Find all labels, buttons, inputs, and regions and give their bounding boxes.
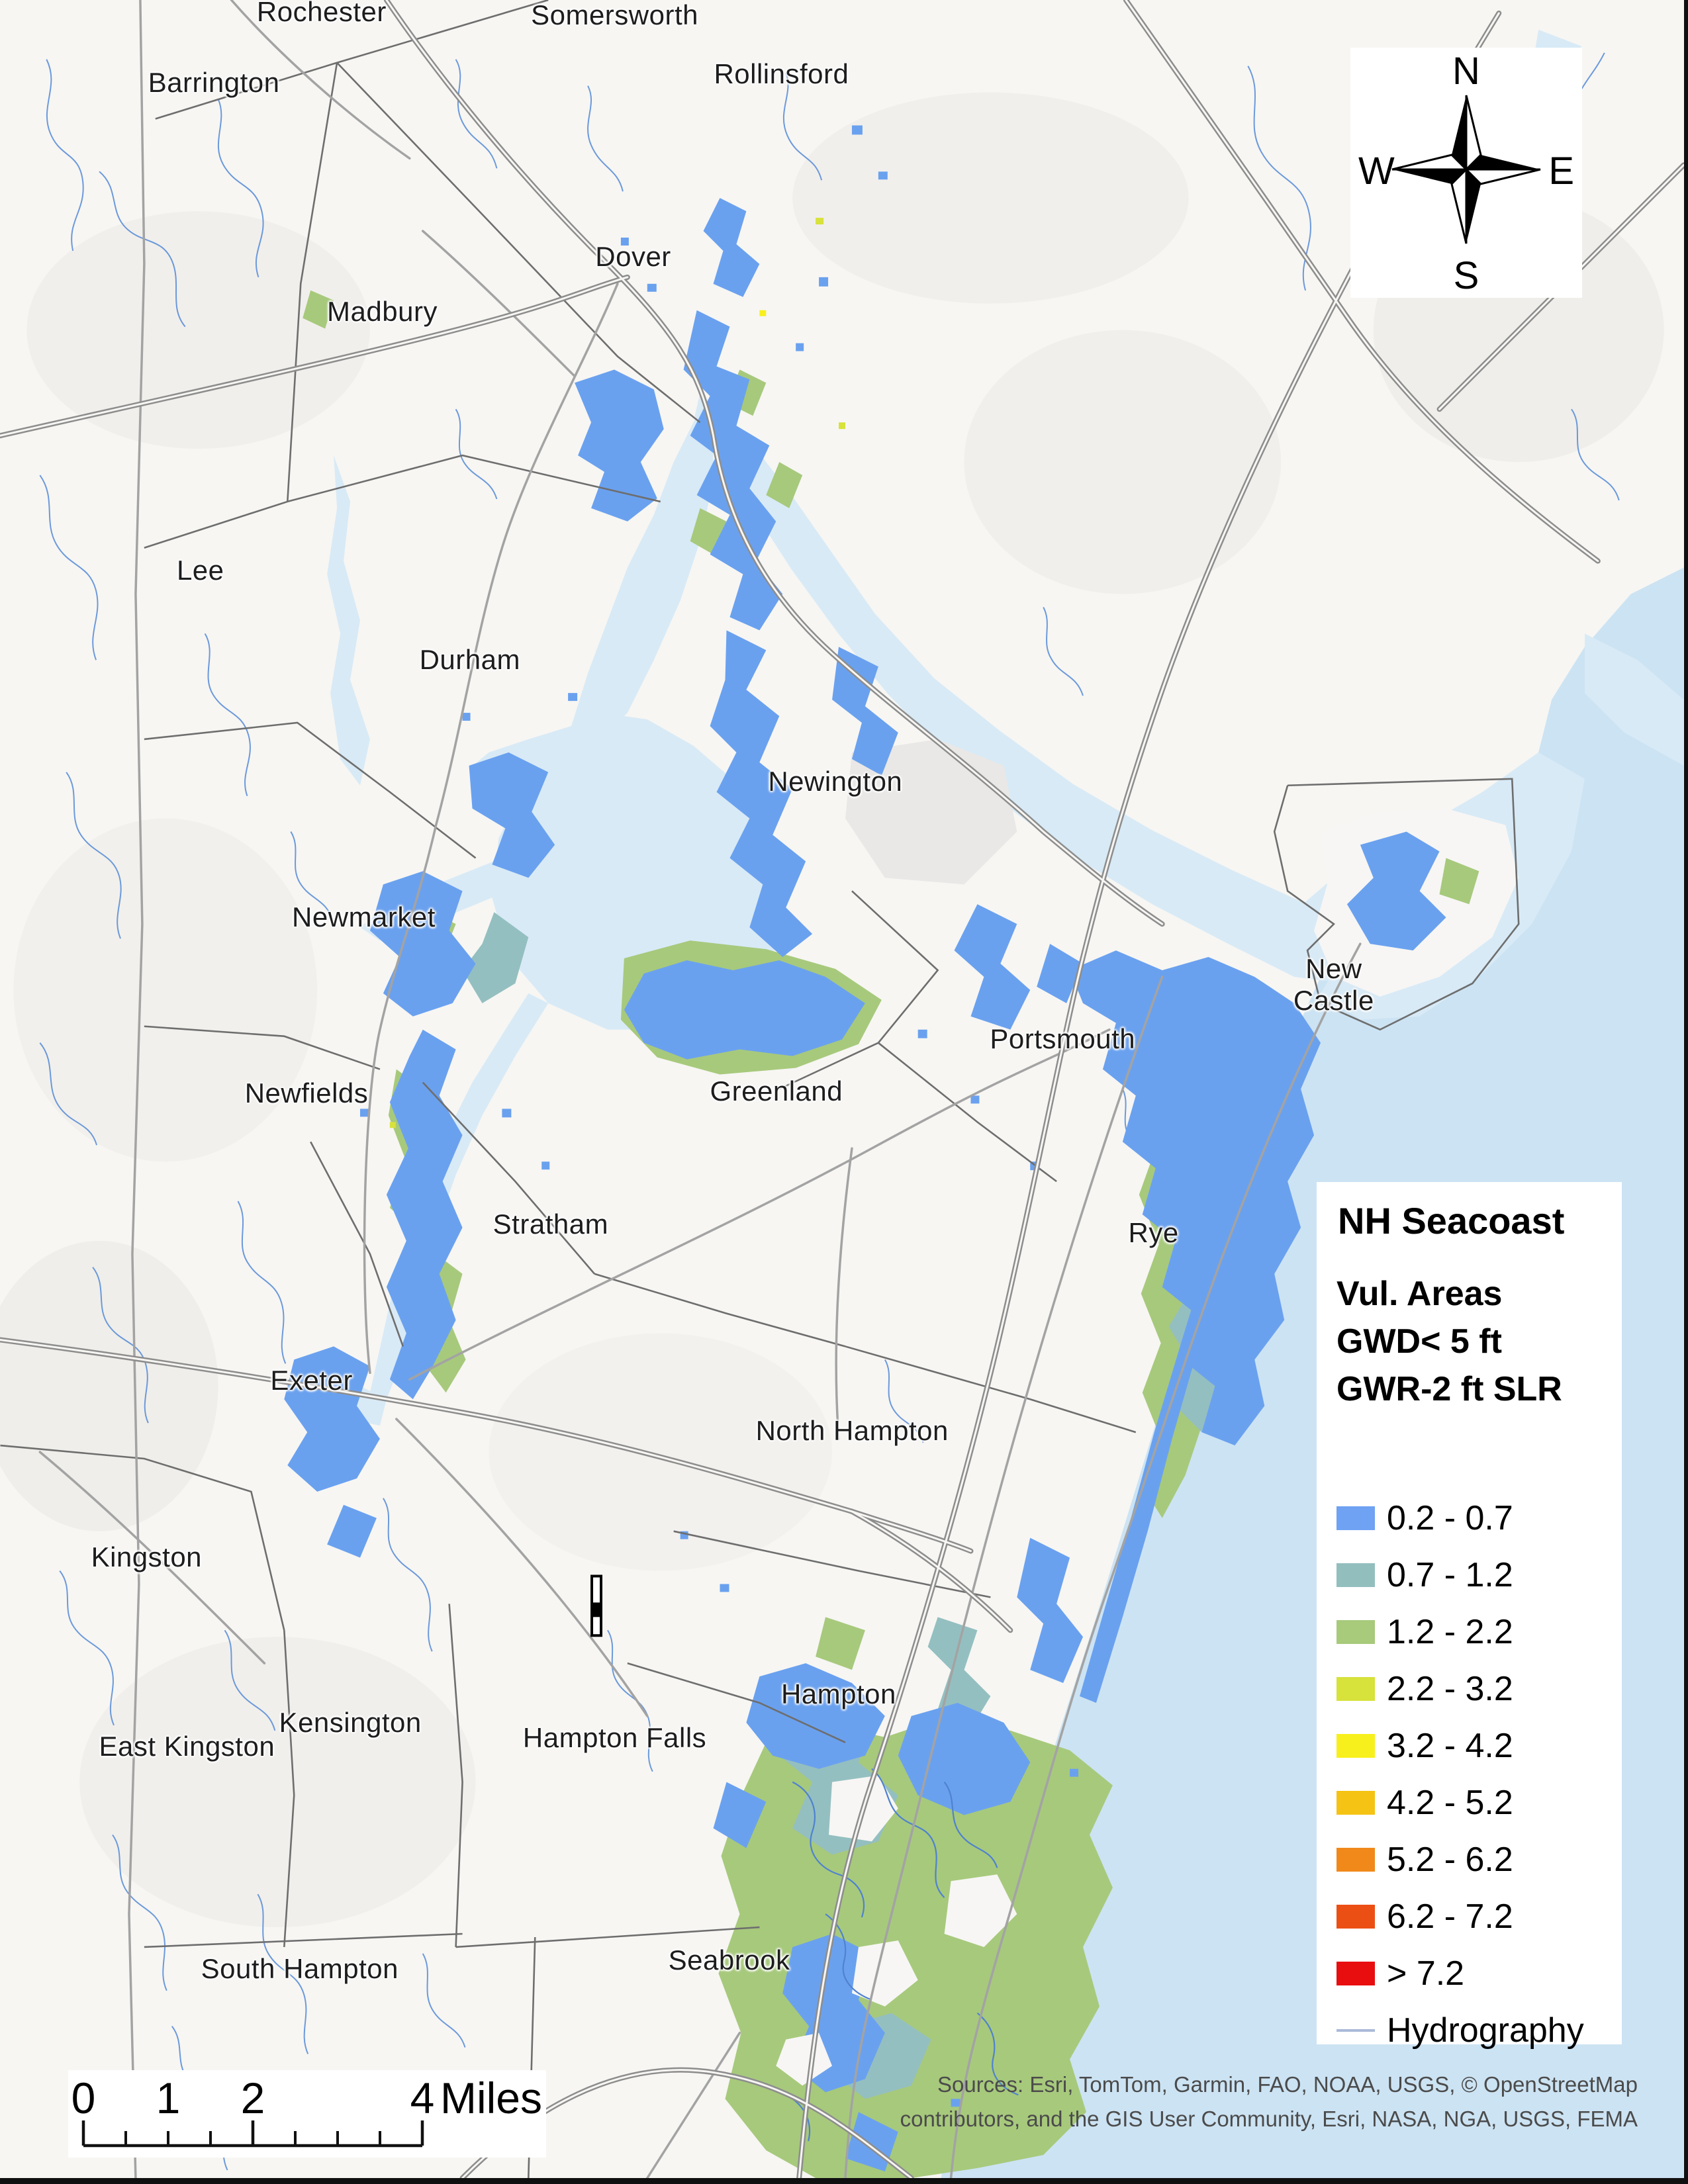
compass-star-icon xyxy=(1391,95,1541,244)
compass-east-label: E xyxy=(1548,149,1574,193)
scale-bar-ruler xyxy=(81,2120,424,2148)
legend-item: 0.7 - 1.2 xyxy=(1336,1547,1622,1604)
map-artifact xyxy=(590,1574,602,1637)
scale-bar: 0 1 2 4 Miles xyxy=(68,2070,546,2158)
scale-label-0: 0 xyxy=(71,2073,96,2122)
new-castle-island xyxy=(1314,808,1519,997)
scale-label-1: 1 xyxy=(156,2073,181,2122)
legend-item-label: 5.2 - 6.2 xyxy=(1387,1841,1513,1879)
attribution: Sources: Esri, TomTom, Garmin, FAO, NOAA… xyxy=(900,2068,1638,2136)
terrain-layer xyxy=(0,92,1664,1928)
compass-west-label: W xyxy=(1358,149,1395,193)
legend-item-label: 3.2 - 4.2 xyxy=(1387,1727,1513,1765)
compass-north-label: N xyxy=(1452,50,1480,93)
legend-swatch xyxy=(1336,1563,1375,1587)
legend-swatch xyxy=(1336,1506,1375,1530)
compass-south-label: S xyxy=(1453,254,1479,297)
legend-panel: NH Seacoast Vul. Areas GWD< 5 ft GWR-2 f… xyxy=(1317,1182,1622,2050)
hydrography-swatch-line xyxy=(1336,2029,1375,2032)
legend-subtitle-line1: Vul. Areas xyxy=(1336,1275,1503,1313)
legend-swatch xyxy=(1336,1620,1375,1644)
legend-item-label: 2.2 - 3.2 xyxy=(1387,1670,1513,1708)
scale-label-2: 2 xyxy=(240,2073,265,2122)
compass-rose: N S W E xyxy=(1350,48,1582,298)
legend-items: 0.2 - 0.7 0.7 - 1.2 1.2 - 2.2 2.2 - 3.2 3.2 … xyxy=(1336,1490,1622,2002)
legend-swatch xyxy=(1336,1905,1375,1929)
legend-item-label: 4.2 - 5.2 xyxy=(1387,1784,1513,1822)
legend-item-label: > 7.2 xyxy=(1387,1954,1465,1993)
legend-subtitle-line2: GWD< 5 ft xyxy=(1336,1322,1502,1361)
attribution-line2: contributors, and the GIS User Community… xyxy=(900,2107,1638,2131)
legend-item: > 7.2 xyxy=(1336,1945,1622,2002)
legend-item: 6.2 - 7.2 xyxy=(1336,1888,1622,1945)
scale-unit-label: Miles xyxy=(440,2073,543,2122)
legend-subtitle: Vul. Areas GWD< 5 ft GWR-2 ft SLR xyxy=(1336,1270,1622,1413)
legend-item-label: 0.2 - 0.7 xyxy=(1387,1499,1513,1537)
attribution-line1: Sources: Esri, TomTom, Garmin, FAO, NOAA… xyxy=(937,2072,1638,2097)
urban-area xyxy=(845,739,1017,885)
hydrography-label: Hydrography xyxy=(1387,2011,1584,2050)
legend-item: 1.2 - 2.2 xyxy=(1336,1604,1622,1661)
legend-swatch xyxy=(1336,1848,1375,1872)
scale-label-4: 4 xyxy=(410,2073,435,2122)
legend-item: 5.2 - 6.2 xyxy=(1336,1831,1622,1888)
legend-item-label: 1.2 - 2.2 xyxy=(1387,1613,1513,1651)
legend-item-label: 0.7 - 1.2 xyxy=(1387,1556,1513,1594)
legend-item: 2.2 - 3.2 xyxy=(1336,1661,1622,1717)
legend-hydrography-row: Hydrography xyxy=(1336,2002,1622,2059)
legend-item: 0.2 - 0.7 xyxy=(1336,1490,1622,1547)
legend-subtitle-line3: GWR-2 ft SLR xyxy=(1336,1370,1562,1408)
legend-swatch xyxy=(1336,1962,1375,1985)
legend-title: NH Seacoast xyxy=(1338,1200,1565,1242)
legend-swatch xyxy=(1336,1791,1375,1815)
legend-item: 4.2 - 5.2 xyxy=(1336,1774,1622,1831)
legend-item: 3.2 - 4.2 xyxy=(1336,1717,1622,1774)
hydrography-layer xyxy=(39,52,1620,2171)
legend-swatch xyxy=(1336,1677,1375,1701)
legend-item-label: 6.2 - 7.2 xyxy=(1387,1897,1513,1936)
legend-swatch xyxy=(1336,1734,1375,1758)
